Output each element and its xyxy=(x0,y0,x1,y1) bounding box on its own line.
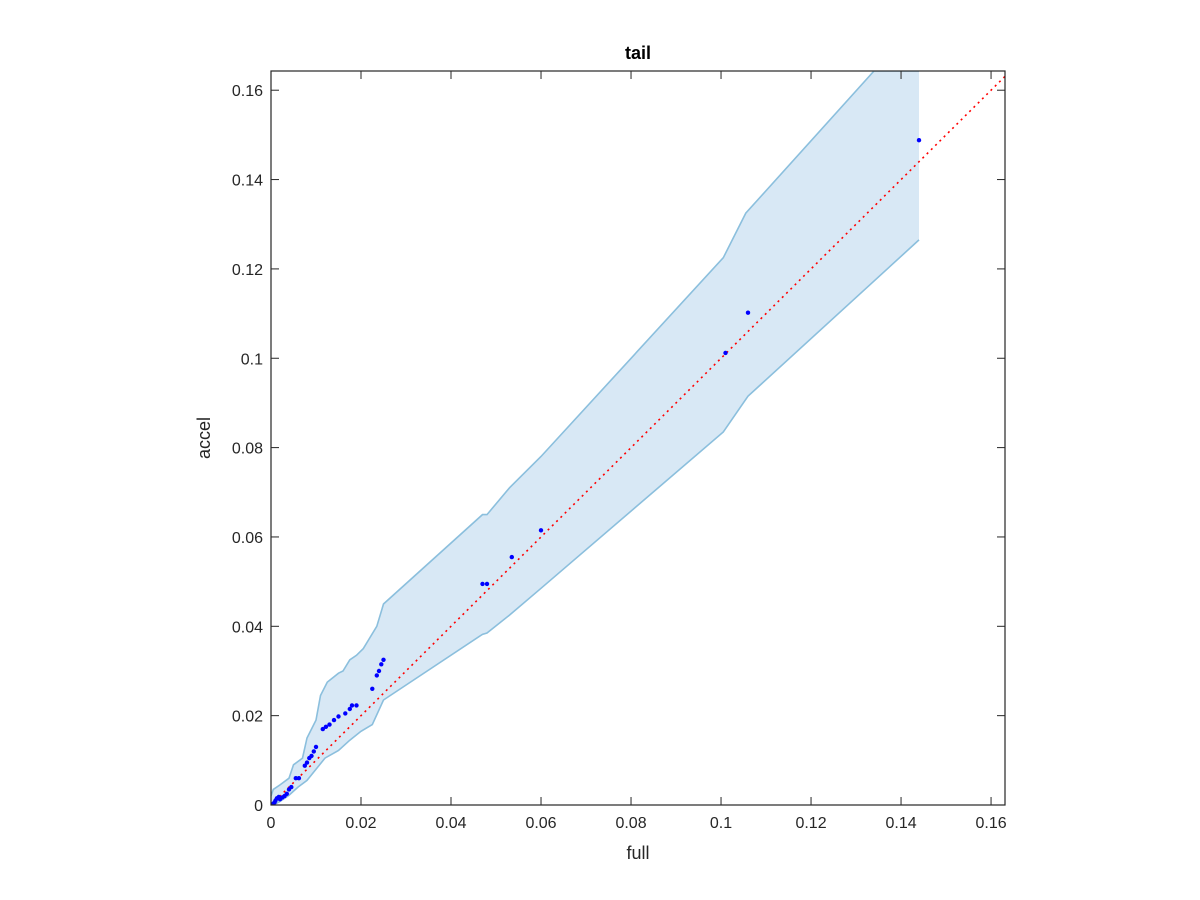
x-axis-label: full xyxy=(626,843,649,863)
y-tick-label: 0.1 xyxy=(241,351,263,368)
y-tick-label: 0.08 xyxy=(232,441,263,458)
data-point xyxy=(381,657,386,662)
x-tick-label: 0.14 xyxy=(885,815,916,832)
y-tick-label: 0.12 xyxy=(232,262,263,279)
x-tick-label: 0.12 xyxy=(795,815,826,832)
data-point xyxy=(343,711,348,716)
data-point xyxy=(293,776,298,781)
data-point xyxy=(723,350,728,356)
x-tick-label: 0 xyxy=(267,815,276,832)
data-point xyxy=(379,662,384,667)
data-point xyxy=(374,673,379,678)
data-point xyxy=(354,703,359,708)
reference-line xyxy=(271,75,1005,805)
data-point xyxy=(327,722,332,727)
x-tick-label: 0.1 xyxy=(710,815,732,832)
band-upper-edge xyxy=(271,71,919,797)
confidence-band xyxy=(271,71,919,805)
data-point xyxy=(480,581,485,587)
chart-title: tail xyxy=(625,43,651,63)
data-point xyxy=(349,703,355,708)
x-tick-label: 0.04 xyxy=(435,815,466,832)
y-tick-label: 0.16 xyxy=(232,83,263,100)
data-point xyxy=(302,763,307,768)
x-tick-label: 0.16 xyxy=(975,815,1006,832)
data-point xyxy=(289,784,294,790)
data-point xyxy=(284,791,289,796)
data-point xyxy=(370,686,375,691)
data-point xyxy=(538,528,544,533)
y-tick-label: 0.06 xyxy=(232,530,263,547)
axes-frame xyxy=(270,70,1006,806)
band-lower-edge xyxy=(271,239,920,805)
y-tick-label: 0.02 xyxy=(232,709,263,726)
data-point xyxy=(745,310,751,315)
plot-area: 0 0.02 0.04 0.06 0.08 0.1 0.12 0.14 0.16 0 0.02 0.0… xyxy=(232,70,1007,832)
x-tick-label: 0.08 xyxy=(615,815,646,832)
data-point xyxy=(311,749,316,754)
data-point xyxy=(323,724,329,729)
data-point xyxy=(376,668,382,674)
y-axis-label: accel xyxy=(194,417,214,459)
data-point xyxy=(313,744,319,750)
data-point xyxy=(296,776,302,781)
data-point xyxy=(304,760,310,765)
data-point xyxy=(509,554,514,560)
data-point xyxy=(916,138,922,143)
y-tick-label: 0.04 xyxy=(232,619,263,636)
data-point xyxy=(320,726,325,732)
data-point xyxy=(336,714,341,719)
data-point xyxy=(347,706,352,712)
y-tick-label: 0 xyxy=(254,798,263,815)
data-point xyxy=(331,717,337,723)
x-tick-label: 0.06 xyxy=(525,815,556,832)
data-point xyxy=(309,753,314,759)
y-tick-label: 0.14 xyxy=(232,173,263,190)
data-point xyxy=(484,581,490,587)
plot-content xyxy=(271,71,1005,805)
x-tick-label: 0.02 xyxy=(345,815,376,832)
